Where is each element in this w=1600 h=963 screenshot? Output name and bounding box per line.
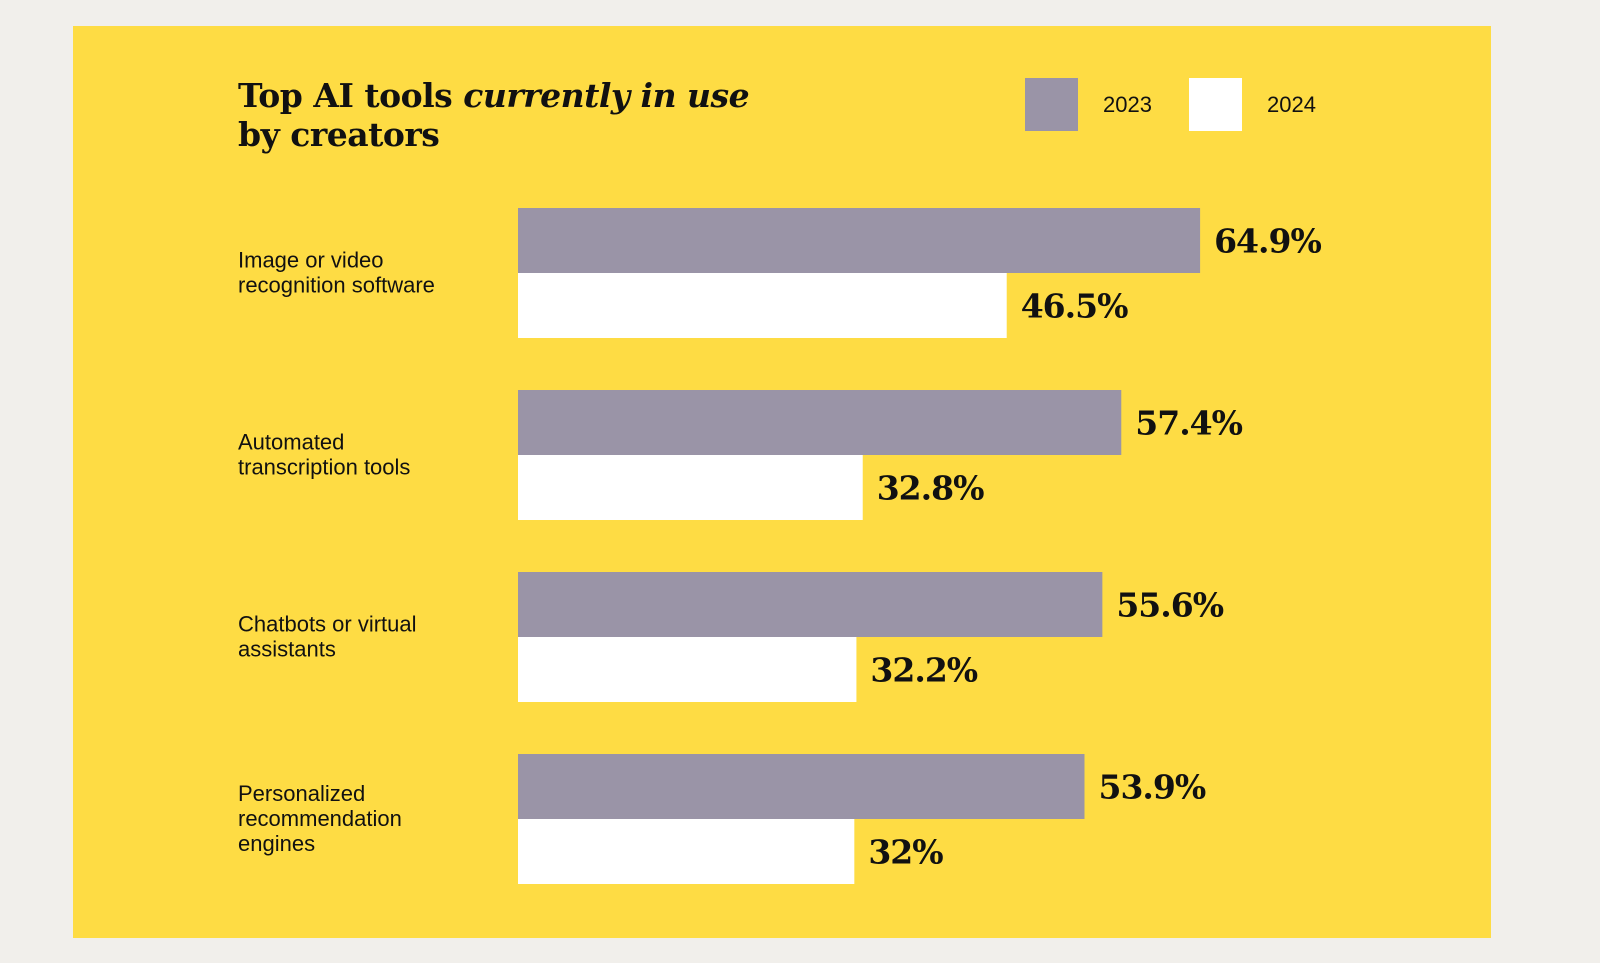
bar-2023-2 xyxy=(518,572,1103,637)
data-label-2023-0: 64.9% xyxy=(1214,222,1321,261)
category-label-line: Automated xyxy=(238,430,344,455)
legend-swatch-2024 xyxy=(1189,78,1242,131)
legend-label-2024: 2024 xyxy=(1267,92,1316,117)
bar-2023-1 xyxy=(518,390,1122,455)
bar-2024-0 xyxy=(518,273,1007,338)
data-label-2024-2: 32.2% xyxy=(870,651,977,690)
data-label-2023-3: 53.9% xyxy=(1098,768,1205,807)
category-label-line: Image or video xyxy=(238,248,384,273)
category-label-line: Chatbots or virtual xyxy=(238,612,417,637)
bar-2023-0 xyxy=(518,208,1201,273)
data-label-2024-3: 32% xyxy=(868,833,943,872)
category-label-line: engines xyxy=(238,831,315,856)
category-label-line: transcription tools xyxy=(238,455,410,480)
data-label-2024-1: 32.8% xyxy=(877,469,984,508)
chart-title-suffix: by creators xyxy=(238,115,440,154)
category-label-line: recommendation xyxy=(238,806,402,831)
category-label-1: Automated transcription tools xyxy=(238,430,410,480)
data-label-2023-1: 57.4% xyxy=(1135,404,1242,443)
bar-chart: Image or video recognition software 64.9% 4… xyxy=(238,208,1322,884)
data-label-2023-2: 55.6% xyxy=(1116,586,1223,625)
bar-2024-1 xyxy=(518,455,863,520)
bar-2023-3 xyxy=(518,754,1085,819)
legend-swatch-2023 xyxy=(1025,78,1078,131)
bar-2024-2 xyxy=(518,637,857,702)
category-label-0: Image or video recognition software xyxy=(238,248,435,298)
category-label-line: assistants xyxy=(238,637,336,662)
chart-title-emphasis: currently in use xyxy=(463,76,750,115)
category-label-3: Personalized recommendation engines xyxy=(238,781,402,856)
chart-title-prefix: Top AI tools xyxy=(238,76,464,115)
category-label-2: Chatbots or virtual assistants xyxy=(238,612,417,662)
bar-2024-3 xyxy=(518,819,855,884)
category-label-line: recognition software xyxy=(238,273,435,298)
legend-label-2023: 2023 xyxy=(1103,92,1152,117)
data-label-2024-0: 46.5% xyxy=(1021,287,1128,326)
category-label-line: Personalized xyxy=(238,781,365,806)
chart-title: Top AI tools currently in use by creator… xyxy=(238,76,750,154)
chart-panel: Top AI tools currently in use by creator… xyxy=(73,26,1491,938)
